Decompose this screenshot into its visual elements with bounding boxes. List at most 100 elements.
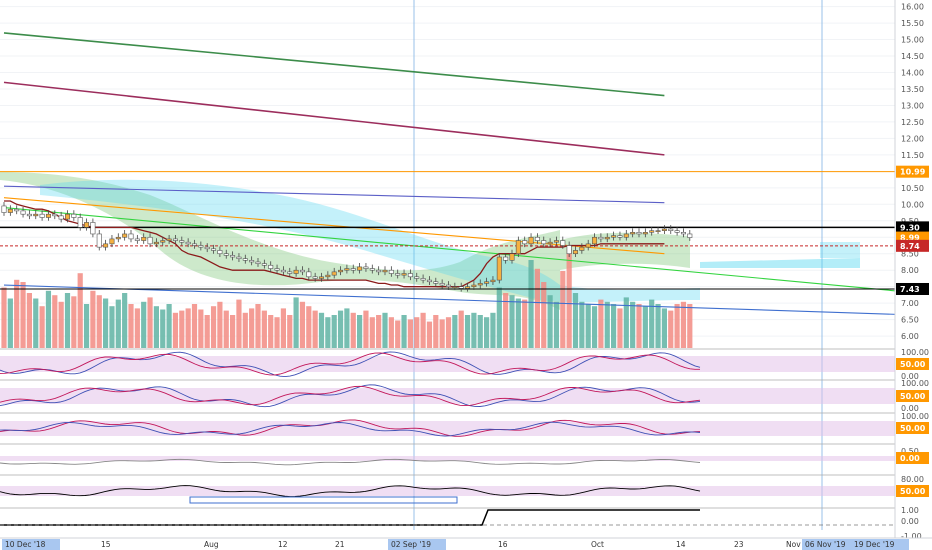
volume-bar	[395, 320, 401, 348]
candle-body	[318, 276, 324, 279]
candle-body	[77, 217, 83, 228]
price-tick-label: 8.00	[901, 266, 919, 275]
volume-bar	[198, 309, 204, 348]
volume-bar	[484, 317, 490, 348]
candle-body	[344, 268, 350, 271]
volume-bar	[623, 297, 629, 348]
volume-bar	[134, 308, 140, 348]
candle-body	[649, 230, 655, 233]
time-label: 14	[676, 540, 686, 549]
candle-body	[192, 243, 198, 246]
candle-body	[160, 240, 166, 243]
candle-body	[306, 271, 312, 278]
candle-body	[65, 213, 71, 220]
osc3-signal-line	[0, 421, 701, 437]
candle-body	[674, 230, 680, 233]
volume-bar	[534, 268, 540, 348]
candle-body	[96, 233, 102, 248]
volume-bar	[503, 293, 509, 348]
volume-bar	[122, 293, 128, 348]
price-label-bg	[896, 165, 929, 178]
volume-bar	[255, 304, 261, 348]
macd-line	[0, 458, 701, 466]
volume-bar	[579, 301, 585, 348]
volume-bar	[325, 317, 331, 348]
volume-bar	[20, 282, 26, 348]
osc-label-bg	[896, 452, 929, 464]
candle-body	[293, 269, 299, 274]
volume-bar	[179, 310, 185, 348]
candle-body	[109, 238, 115, 245]
selection-box	[189, 496, 458, 504]
volume-bar	[287, 315, 293, 348]
volume-bar	[617, 308, 623, 348]
price-tick-label: 16.00	[901, 3, 924, 12]
pane-band	[0, 356, 895, 372]
candle-body	[236, 256, 242, 259]
candle-body	[668, 228, 674, 231]
volume-bar	[547, 295, 553, 348]
candle-body	[122, 233, 128, 238]
volume-bar	[661, 308, 667, 348]
volume-bar	[668, 310, 674, 348]
time-label: 06 Nov '19	[805, 540, 846, 549]
candle-body	[598, 236, 604, 240]
candle-body	[515, 240, 521, 255]
volume-bar	[331, 315, 337, 348]
candle-body	[585, 243, 591, 248]
time-label: Aug	[204, 540, 219, 549]
volume-bar	[172, 312, 179, 348]
osc-tick-label: 100.00	[901, 412, 929, 421]
candle-body	[1, 205, 7, 213]
kijun-line	[4, 200, 665, 288]
volume-bar	[350, 312, 356, 348]
volume-bar	[39, 306, 45, 348]
time-axis-background	[0, 538, 932, 550]
candle-body	[407, 273, 413, 278]
volume-bar	[687, 304, 693, 348]
candle-body	[369, 268, 375, 271]
time-axis[interactable]: 10 Dec '18 15 Aug 12 21 02 Sep '19 16 Oct 14 23 No…	[0, 537, 932, 550]
candle-body	[179, 240, 185, 243]
volume-bar	[236, 299, 242, 348]
candle-body	[287, 271, 293, 274]
volume-bar	[160, 309, 166, 348]
volume-bar	[471, 312, 477, 348]
time-label-highlight	[2, 539, 60, 550]
cloud-green-late	[560, 232, 690, 270]
price-axis[interactable]: 6.006.507.007.508.008.509.009.5010.0010.…	[894, 0, 932, 550]
candle-body	[553, 240, 559, 243]
volume-bar	[109, 306, 115, 348]
candle-body	[255, 261, 261, 264]
candle-body	[71, 213, 77, 218]
candle-body	[592, 236, 598, 245]
volume-bar	[45, 290, 52, 348]
osc-tick-label: 0.00	[901, 404, 919, 413]
volume-bar	[141, 301, 147, 348]
volume-bar	[572, 293, 579, 348]
candle-body	[198, 245, 204, 248]
volume-bar	[674, 304, 680, 348]
volume-bar	[401, 315, 407, 348]
osc-label-bg	[896, 390, 929, 402]
candle-body	[357, 266, 363, 271]
candle-body	[90, 222, 96, 235]
candle-body	[420, 278, 426, 281]
volume-bar	[280, 308, 286, 348]
price-tick-label: 6.50	[901, 316, 919, 325]
osc-label-bg	[896, 485, 929, 497]
candle-body	[401, 273, 407, 276]
price-label: 8.99	[900, 234, 920, 243]
stoch-d-line	[0, 352, 700, 376]
candle-body	[141, 236, 147, 241]
candle-body	[274, 268, 280, 271]
osc-tick-label: 0.00	[901, 372, 919, 381]
volume-bar	[217, 301, 223, 348]
candle-body	[642, 232, 648, 235]
time-label: 10 Dec '18	[5, 540, 46, 549]
candle-body	[268, 264, 274, 269]
volume-bar	[458, 310, 464, 348]
volume-bar	[496, 287, 502, 348]
candle-body	[604, 236, 610, 240]
osc-label-bg	[896, 422, 929, 434]
